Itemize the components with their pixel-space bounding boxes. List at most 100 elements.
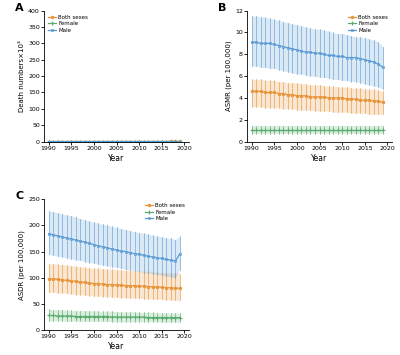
Female bbox=[358, 127, 363, 132]
Both sexes bbox=[100, 282, 105, 286]
Male bbox=[114, 140, 119, 144]
Male bbox=[82, 240, 87, 244]
Both sexes bbox=[105, 140, 110, 144]
Male bbox=[110, 247, 114, 251]
Male bbox=[114, 248, 119, 252]
Line: Male: Male bbox=[47, 140, 181, 143]
Male bbox=[119, 140, 124, 144]
Female bbox=[82, 315, 87, 319]
Male bbox=[141, 140, 146, 144]
Both sexes bbox=[141, 140, 146, 144]
Text: C: C bbox=[15, 191, 23, 201]
Both sexes bbox=[335, 96, 340, 100]
Both sexes bbox=[358, 98, 363, 102]
Male bbox=[60, 140, 64, 144]
Female bbox=[168, 140, 173, 144]
Female bbox=[164, 140, 169, 144]
Male bbox=[362, 58, 367, 62]
Female bbox=[123, 140, 128, 144]
Male bbox=[317, 51, 322, 55]
Female bbox=[164, 316, 169, 320]
Line: Both sexes: Both sexes bbox=[47, 140, 181, 143]
Both sexes bbox=[78, 280, 83, 284]
Male bbox=[146, 140, 151, 144]
Female bbox=[340, 127, 344, 132]
Both sexes bbox=[137, 140, 142, 144]
Legend: Both sexes, Female, Male: Both sexes, Female, Male bbox=[144, 202, 186, 223]
Both sexes bbox=[51, 140, 56, 144]
Female bbox=[258, 127, 263, 132]
Both sexes bbox=[308, 95, 313, 99]
Both sexes bbox=[146, 285, 151, 289]
Both sexes bbox=[317, 95, 322, 99]
Female bbox=[92, 140, 96, 144]
Both sexes bbox=[46, 140, 51, 144]
Female bbox=[110, 140, 114, 144]
Female bbox=[141, 140, 146, 144]
Female bbox=[69, 314, 74, 318]
Male bbox=[137, 140, 142, 144]
Line: Female: Female bbox=[250, 128, 385, 131]
Female bbox=[353, 127, 358, 132]
Female bbox=[123, 315, 128, 319]
Male bbox=[168, 140, 173, 144]
Both sexes bbox=[60, 278, 64, 282]
Both sexes bbox=[326, 96, 331, 100]
Both sexes bbox=[60, 140, 64, 144]
Female bbox=[344, 127, 349, 132]
Female bbox=[276, 127, 281, 132]
Male bbox=[164, 140, 169, 144]
Both sexes bbox=[263, 91, 268, 95]
Both sexes bbox=[173, 286, 178, 290]
Both sexes bbox=[128, 284, 132, 288]
Female bbox=[146, 140, 151, 144]
Both sexes bbox=[290, 93, 295, 97]
Both sexes bbox=[128, 140, 132, 144]
Both sexes bbox=[160, 140, 164, 144]
Both sexes bbox=[312, 95, 317, 99]
Both sexes bbox=[294, 94, 299, 98]
Female bbox=[367, 127, 372, 132]
Both sexes bbox=[349, 97, 354, 101]
Female bbox=[178, 140, 182, 144]
Female bbox=[160, 140, 164, 144]
Male bbox=[96, 140, 101, 144]
Male bbox=[281, 44, 286, 49]
Male bbox=[308, 50, 313, 54]
Both sexes bbox=[92, 140, 96, 144]
Both sexes bbox=[132, 284, 137, 288]
Male bbox=[73, 140, 78, 144]
Male bbox=[349, 55, 354, 60]
Female bbox=[60, 140, 64, 144]
Male bbox=[155, 256, 160, 260]
Male bbox=[304, 50, 308, 54]
Both sexes bbox=[87, 140, 92, 144]
Female bbox=[110, 315, 114, 319]
Both sexes bbox=[353, 97, 358, 101]
Female bbox=[100, 315, 105, 319]
Male bbox=[290, 47, 295, 51]
Female bbox=[73, 140, 78, 144]
Line: Male: Male bbox=[47, 233, 181, 262]
Male bbox=[105, 140, 110, 144]
Male bbox=[92, 140, 96, 144]
Female bbox=[272, 127, 276, 132]
Female bbox=[46, 313, 51, 318]
X-axis label: Year: Year bbox=[108, 153, 125, 163]
Both sexes bbox=[281, 92, 286, 96]
Both sexes bbox=[272, 91, 276, 95]
Female bbox=[82, 140, 87, 144]
Male bbox=[64, 236, 69, 240]
Male bbox=[123, 140, 128, 144]
Male bbox=[128, 140, 132, 144]
Legend: Both sexes, Female, Male: Both sexes, Female, Male bbox=[346, 13, 389, 34]
Male bbox=[340, 54, 344, 59]
Female bbox=[105, 140, 110, 144]
Male bbox=[367, 59, 372, 63]
Male bbox=[322, 52, 326, 56]
Y-axis label: ASDR (per 100,000): ASDR (per 100,000) bbox=[19, 230, 25, 300]
Male bbox=[331, 53, 336, 58]
Female bbox=[119, 140, 124, 144]
Female bbox=[96, 140, 101, 144]
Line: Female: Female bbox=[47, 314, 182, 319]
